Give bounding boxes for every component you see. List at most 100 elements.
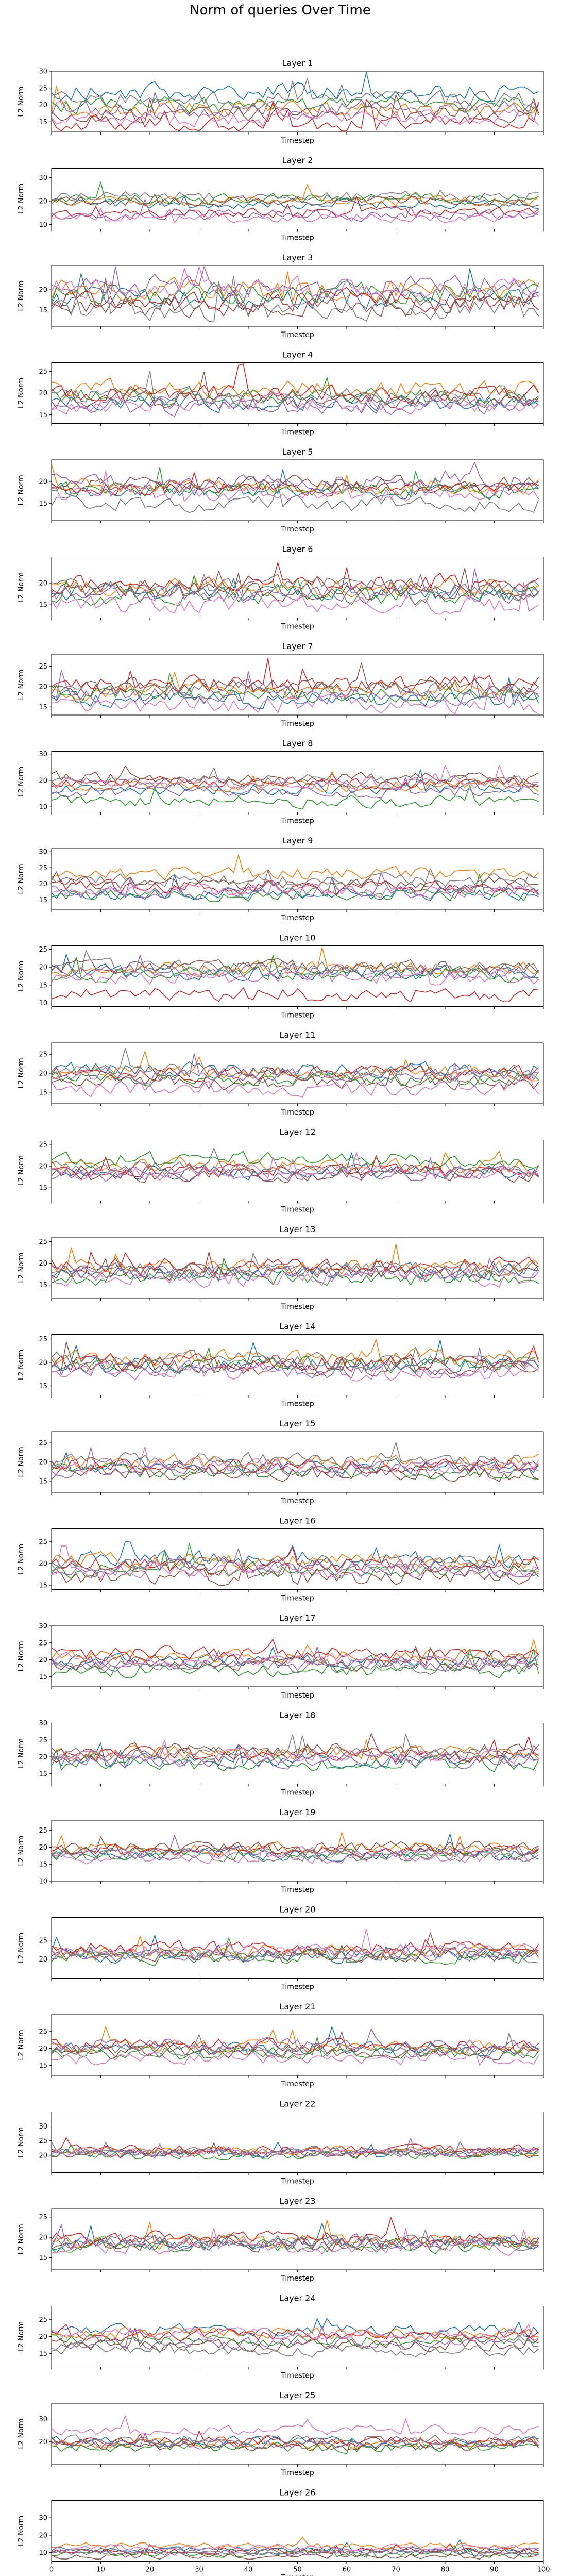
series-line-3: [51, 96, 539, 114]
series-line-8: [51, 767, 539, 788]
series-line-7: [51, 392, 539, 415]
subplot-15: Layer 15 L2 Norm 15 20 25 Timestep: [17, 1419, 544, 1505]
series-line-5: [51, 461, 539, 492]
y-axis-label: L2 Norm: [17, 1447, 25, 1477]
x-axis-label: Timestep: [280, 2178, 314, 2186]
x-axis-label: Timestep: [280, 2080, 314, 2088]
series-line-1: [51, 72, 539, 102]
series-line-1: [51, 393, 539, 413]
y-tick-label: 20: [39, 478, 47, 486]
series-line-8: [51, 2342, 539, 2357]
y-tick-label: 20: [39, 2045, 47, 2053]
series-line-1: [51, 1061, 539, 1078]
y-axis-label: L2 Norm: [17, 1350, 25, 1380]
subplot-title: Layer 2: [282, 156, 313, 165]
series-line-8: [51, 78, 539, 110]
series-line-8: [51, 1650, 539, 1675]
x-axis-label: Timestep: [280, 623, 314, 631]
subplot-16: Layer 16 L2 Norm 15 20 25 Timestep: [17, 1516, 544, 1603]
series-line-4: [51, 1458, 539, 1474]
subplot-title: Layer 16: [279, 1516, 315, 1526]
series-line-5: [51, 955, 539, 980]
figure-suptitle: Norm of queries Over Time: [190, 3, 371, 18]
x-axis-label: Timestep: [280, 2372, 314, 2380]
series-line-8: [51, 1733, 539, 1762]
series-line-6: [51, 1258, 539, 1281]
series-line-6: [51, 475, 539, 492]
x-axis-label: Timestep: [280, 2469, 314, 2477]
y-tick-label: 30: [39, 2515, 47, 2522]
series-line-7: [51, 765, 539, 791]
y-tick-label: 15: [39, 1477, 47, 1485]
subplot-title: Layer 6: [282, 544, 313, 554]
series-line-7: [51, 2415, 539, 2436]
series-line-3: [51, 2037, 539, 2060]
series-line-4: [51, 1843, 539, 1857]
series-line-6: [51, 2546, 539, 2560]
series-line-4: [51, 1547, 539, 1576]
series-line-6: [51, 1341, 539, 1377]
series-line-5: [51, 396, 539, 417]
series-line-5: [51, 670, 539, 706]
x-axis-label: Timestep: [280, 914, 314, 922]
series-line-1: [51, 874, 539, 901]
y-tick-label: 30: [39, 1623, 47, 1631]
y-axis-label: L2 Norm: [17, 1155, 25, 1186]
y-axis-label: L2 Norm: [17, 767, 25, 797]
series-line-7: [51, 1545, 539, 1580]
subplot-6: Layer 6 L2 Norm 15 20 Timestep: [17, 544, 544, 631]
subplot-17: Layer 17 L2 Norm 15 20 25 30 Timestep: [17, 1613, 544, 1700]
series-line-8: [51, 2229, 539, 2251]
subplot-title: Layer 14: [279, 1322, 315, 1332]
x-axis-label: Timestep: [280, 428, 314, 437]
series-line-6: [51, 371, 539, 410]
series-line-7: [51, 2143, 539, 2158]
y-tick-label: 30: [39, 2123, 47, 2131]
y-tick-label: 20: [39, 1560, 47, 1568]
y-axis-label: L2 Norm: [17, 1544, 25, 1574]
y-axis-label: L2 Norm: [17, 280, 25, 311]
series-line-6: [51, 2327, 539, 2352]
subplot-23: Layer 23 L2 Norm 15 20 25 Timestep: [17, 2196, 544, 2283]
series-line-4: [51, 1736, 539, 1763]
series-line-7: [51, 2323, 539, 2342]
series-line-3: [51, 785, 539, 810]
series-line-5: [51, 1258, 539, 1281]
series-line-8: [51, 574, 539, 596]
series-line-5: [51, 777, 539, 799]
series-line-4: [51, 657, 539, 693]
y-axis-label: L2 Norm: [17, 669, 25, 700]
series-line-8: [51, 2146, 539, 2156]
y-axis-label: L2 Norm: [17, 572, 25, 603]
series-line-6: [51, 1166, 539, 1184]
subplot-title: Layer 17: [279, 1613, 315, 1623]
y-axis-label: L2 Norm: [17, 378, 25, 408]
subplot-title: Layer 25: [279, 2390, 315, 2400]
subplot-14: Layer 14 L2 Norm 15 20 25 Timestep: [17, 1322, 544, 1408]
series-line-4: [51, 1639, 539, 1661]
series-line-4: [51, 363, 539, 405]
series-line-8: [51, 1253, 539, 1278]
y-tick-label: 15: [39, 896, 47, 904]
y-axis-label: L2 Norm: [17, 475, 25, 505]
y-tick-label: 25: [39, 368, 47, 376]
x-axis-label: Timestep: [280, 1691, 314, 1700]
series-line-5: [51, 1835, 539, 1859]
series-line-4: [51, 562, 539, 594]
x-axis-label: Timestep: [280, 1206, 314, 1214]
subplot-22: Layer 22 L2 Norm 20 25 30 Timestep: [17, 2099, 544, 2186]
series-line-5: [51, 1646, 539, 1672]
x-tick-label: 60: [343, 2566, 351, 2574]
y-tick-label: 15: [39, 1673, 47, 1681]
series-line-5: [51, 2433, 539, 2450]
series-line-6: [51, 2044, 539, 2060]
series-line-4: [51, 1939, 539, 1956]
y-axis-label: L2 Norm: [17, 1252, 25, 1283]
x-axis-label: Timestep: [280, 1303, 314, 1311]
subplot-21: Layer 21 L2 Norm 15 20 25 Timestep: [17, 2002, 544, 2088]
subplot-title: Layer 11: [279, 1030, 315, 1040]
y-tick-label: 25: [39, 2214, 47, 2221]
series-line-6: [51, 2142, 539, 2159]
series-line-6: [51, 194, 539, 207]
series-line-3: [51, 1071, 539, 1087]
